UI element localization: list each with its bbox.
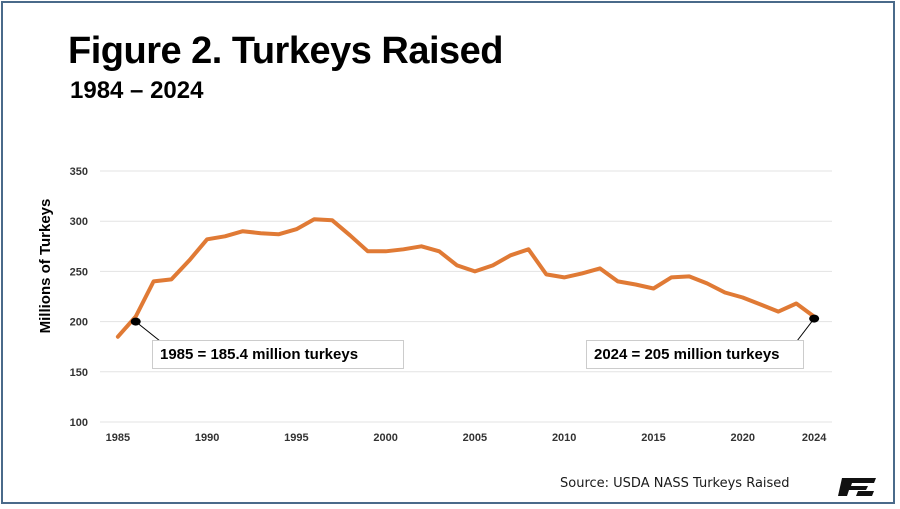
data-point <box>687 274 691 278</box>
x-tick-label: 2024 <box>802 432 827 444</box>
callout-leader-1985 <box>135 321 161 342</box>
data-point <box>759 303 763 307</box>
gridlines <box>100 170 832 423</box>
data-point <box>437 249 441 253</box>
data-point <box>402 247 406 251</box>
data-point <box>526 247 530 251</box>
data-point <box>562 275 566 279</box>
data-point <box>473 269 477 273</box>
data-point <box>419 244 423 248</box>
data-point <box>491 263 495 267</box>
data-point <box>455 263 459 267</box>
data-point <box>509 253 513 257</box>
chart-subtitle: 1984 – 2024 <box>70 77 204 104</box>
x-tick-label: 1990 <box>195 432 219 444</box>
data-point <box>544 272 548 276</box>
x-tick-label: 2020 <box>730 432 754 444</box>
series-group <box>115 217 817 339</box>
data-point <box>116 335 120 339</box>
data-point <box>152 279 156 283</box>
data-point <box>277 232 281 236</box>
data-point <box>259 231 263 235</box>
source-note: Source: USDA NASS Turkeys Raised <box>560 476 790 491</box>
data-point <box>384 249 388 253</box>
data-point <box>330 218 334 222</box>
data-point <box>669 275 673 279</box>
y-tick-label: 200 <box>70 317 88 329</box>
y-axis-label: Millions of Turkeys <box>37 199 54 334</box>
data-point <box>598 266 602 270</box>
y-tick-label: 100 <box>70 417 88 429</box>
data-point <box>348 233 352 237</box>
marker-1985 <box>130 317 141 326</box>
x-tick-label: 2015 <box>641 432 665 444</box>
callout-lines <box>130 314 820 342</box>
series-line <box>115 217 817 339</box>
data-point <box>205 237 209 241</box>
data-point <box>776 310 780 314</box>
data-point <box>616 279 620 283</box>
data-point <box>723 290 727 294</box>
x-tick-label: 2000 <box>373 432 397 444</box>
data-point <box>741 296 745 300</box>
callout-leader-2024 <box>796 318 815 342</box>
data-point <box>312 217 316 221</box>
farm-bureau-logo-icon <box>838 478 876 496</box>
annotation-1985: 1985 = 185.4 million turkeys <box>152 340 404 369</box>
data-point <box>580 271 584 275</box>
chart-title: Figure 2. Turkeys Raised <box>68 30 504 72</box>
y-tick-label: 250 <box>70 266 88 278</box>
x-tick-label: 1995 <box>284 432 308 444</box>
y-tick-label: 150 <box>70 367 88 379</box>
data-point <box>187 258 191 262</box>
y-tick-label: 350 <box>70 166 88 178</box>
annotation-2024: 2024 = 205 million turkeys <box>586 340 804 369</box>
data-point <box>366 249 370 253</box>
data-point <box>169 277 173 281</box>
x-tick-label: 1985 <box>106 432 130 444</box>
data-point <box>294 227 298 231</box>
data-point <box>651 286 655 290</box>
data-point <box>634 282 638 286</box>
y-tick-label: 300 <box>70 216 88 228</box>
marker-2024 <box>809 314 820 323</box>
x-axis-ticks: 1985 1990 1995 2000 2005 2010 2015 2020 2024 <box>106 432 828 444</box>
x-tick-label: 2005 <box>463 432 487 444</box>
data-point <box>705 281 709 285</box>
data-point <box>241 229 245 233</box>
data-point <box>223 234 227 238</box>
data-point <box>794 302 798 306</box>
x-tick-label: 2010 <box>552 432 576 444</box>
y-axis-ticks: 100 150 200 250 300 350 <box>70 166 88 429</box>
